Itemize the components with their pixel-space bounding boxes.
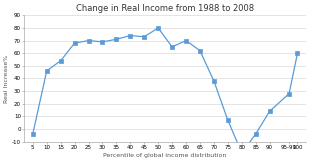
X-axis label: Percentile of global income distribution: Percentile of global income distribution [104, 153, 227, 158]
Y-axis label: Real Increase%: Real Increase% [4, 54, 9, 103]
Title: Change in Real Income from 1988 to 2008: Change in Real Income from 1988 to 2008 [76, 4, 254, 13]
